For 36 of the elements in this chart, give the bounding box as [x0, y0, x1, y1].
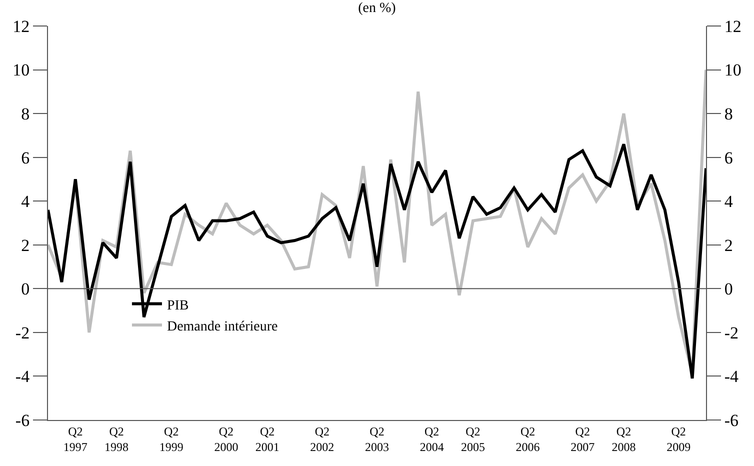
x-tick-label: Q2 2005: [460, 424, 485, 454]
y-tick-label: 6: [21, 148, 30, 168]
x-tick-label: Q2 2004: [420, 424, 444, 454]
y-tick-label: -6: [15, 410, 30, 430]
x-tick-label: Q2 2006: [516, 424, 540, 454]
y2-tick-label: 6: [724, 148, 733, 168]
x-tick-label: Q2 2003: [365, 424, 389, 454]
x-tick-label: Q2 2002: [310, 424, 334, 454]
y-tick-label: 2: [21, 236, 30, 255]
y2-tick-label: -2: [724, 323, 739, 342]
x-tick-label: Q2 1997: [63, 424, 88, 454]
y2-tick-label: 8: [724, 104, 733, 124]
x-tick-label: Q2 2008: [612, 424, 636, 454]
x-tick-label: Q2 2001: [255, 424, 280, 454]
y2-tick-label: 2: [724, 236, 733, 255]
x-tick-label: Q2 2000: [214, 424, 238, 454]
y2-tick-label: -6: [724, 410, 739, 430]
legend-label: Demande intérieure: [166, 319, 278, 334]
y2-tick-label: 12: [724, 16, 742, 36]
y-tick-label: 8: [21, 104, 30, 124]
y-tick-label: -2: [15, 323, 30, 342]
y-tick-label: 10: [12, 60, 30, 80]
x-tick-label: Q2 1999: [159, 424, 184, 454]
legend-label: PIB: [166, 298, 189, 314]
y-tick-label: 4: [21, 192, 30, 212]
y2-tick-label: -4: [724, 367, 740, 386]
chart-title: (en %): [358, 1, 396, 16]
y-tick-label: -4: [15, 367, 30, 386]
y-tick-label: 0: [21, 280, 30, 299]
x-tick-label: Q2 2007: [570, 424, 595, 454]
y2-tick-label: 4: [724, 192, 734, 212]
y2-tick-label: 0: [724, 280, 733, 299]
x-tick-label: Q2 2009: [666, 424, 691, 454]
y-tick-label: 12: [12, 16, 30, 36]
y2-tick-label: 10: [724, 60, 742, 80]
x-tick-label: Q2 1998: [104, 424, 129, 454]
